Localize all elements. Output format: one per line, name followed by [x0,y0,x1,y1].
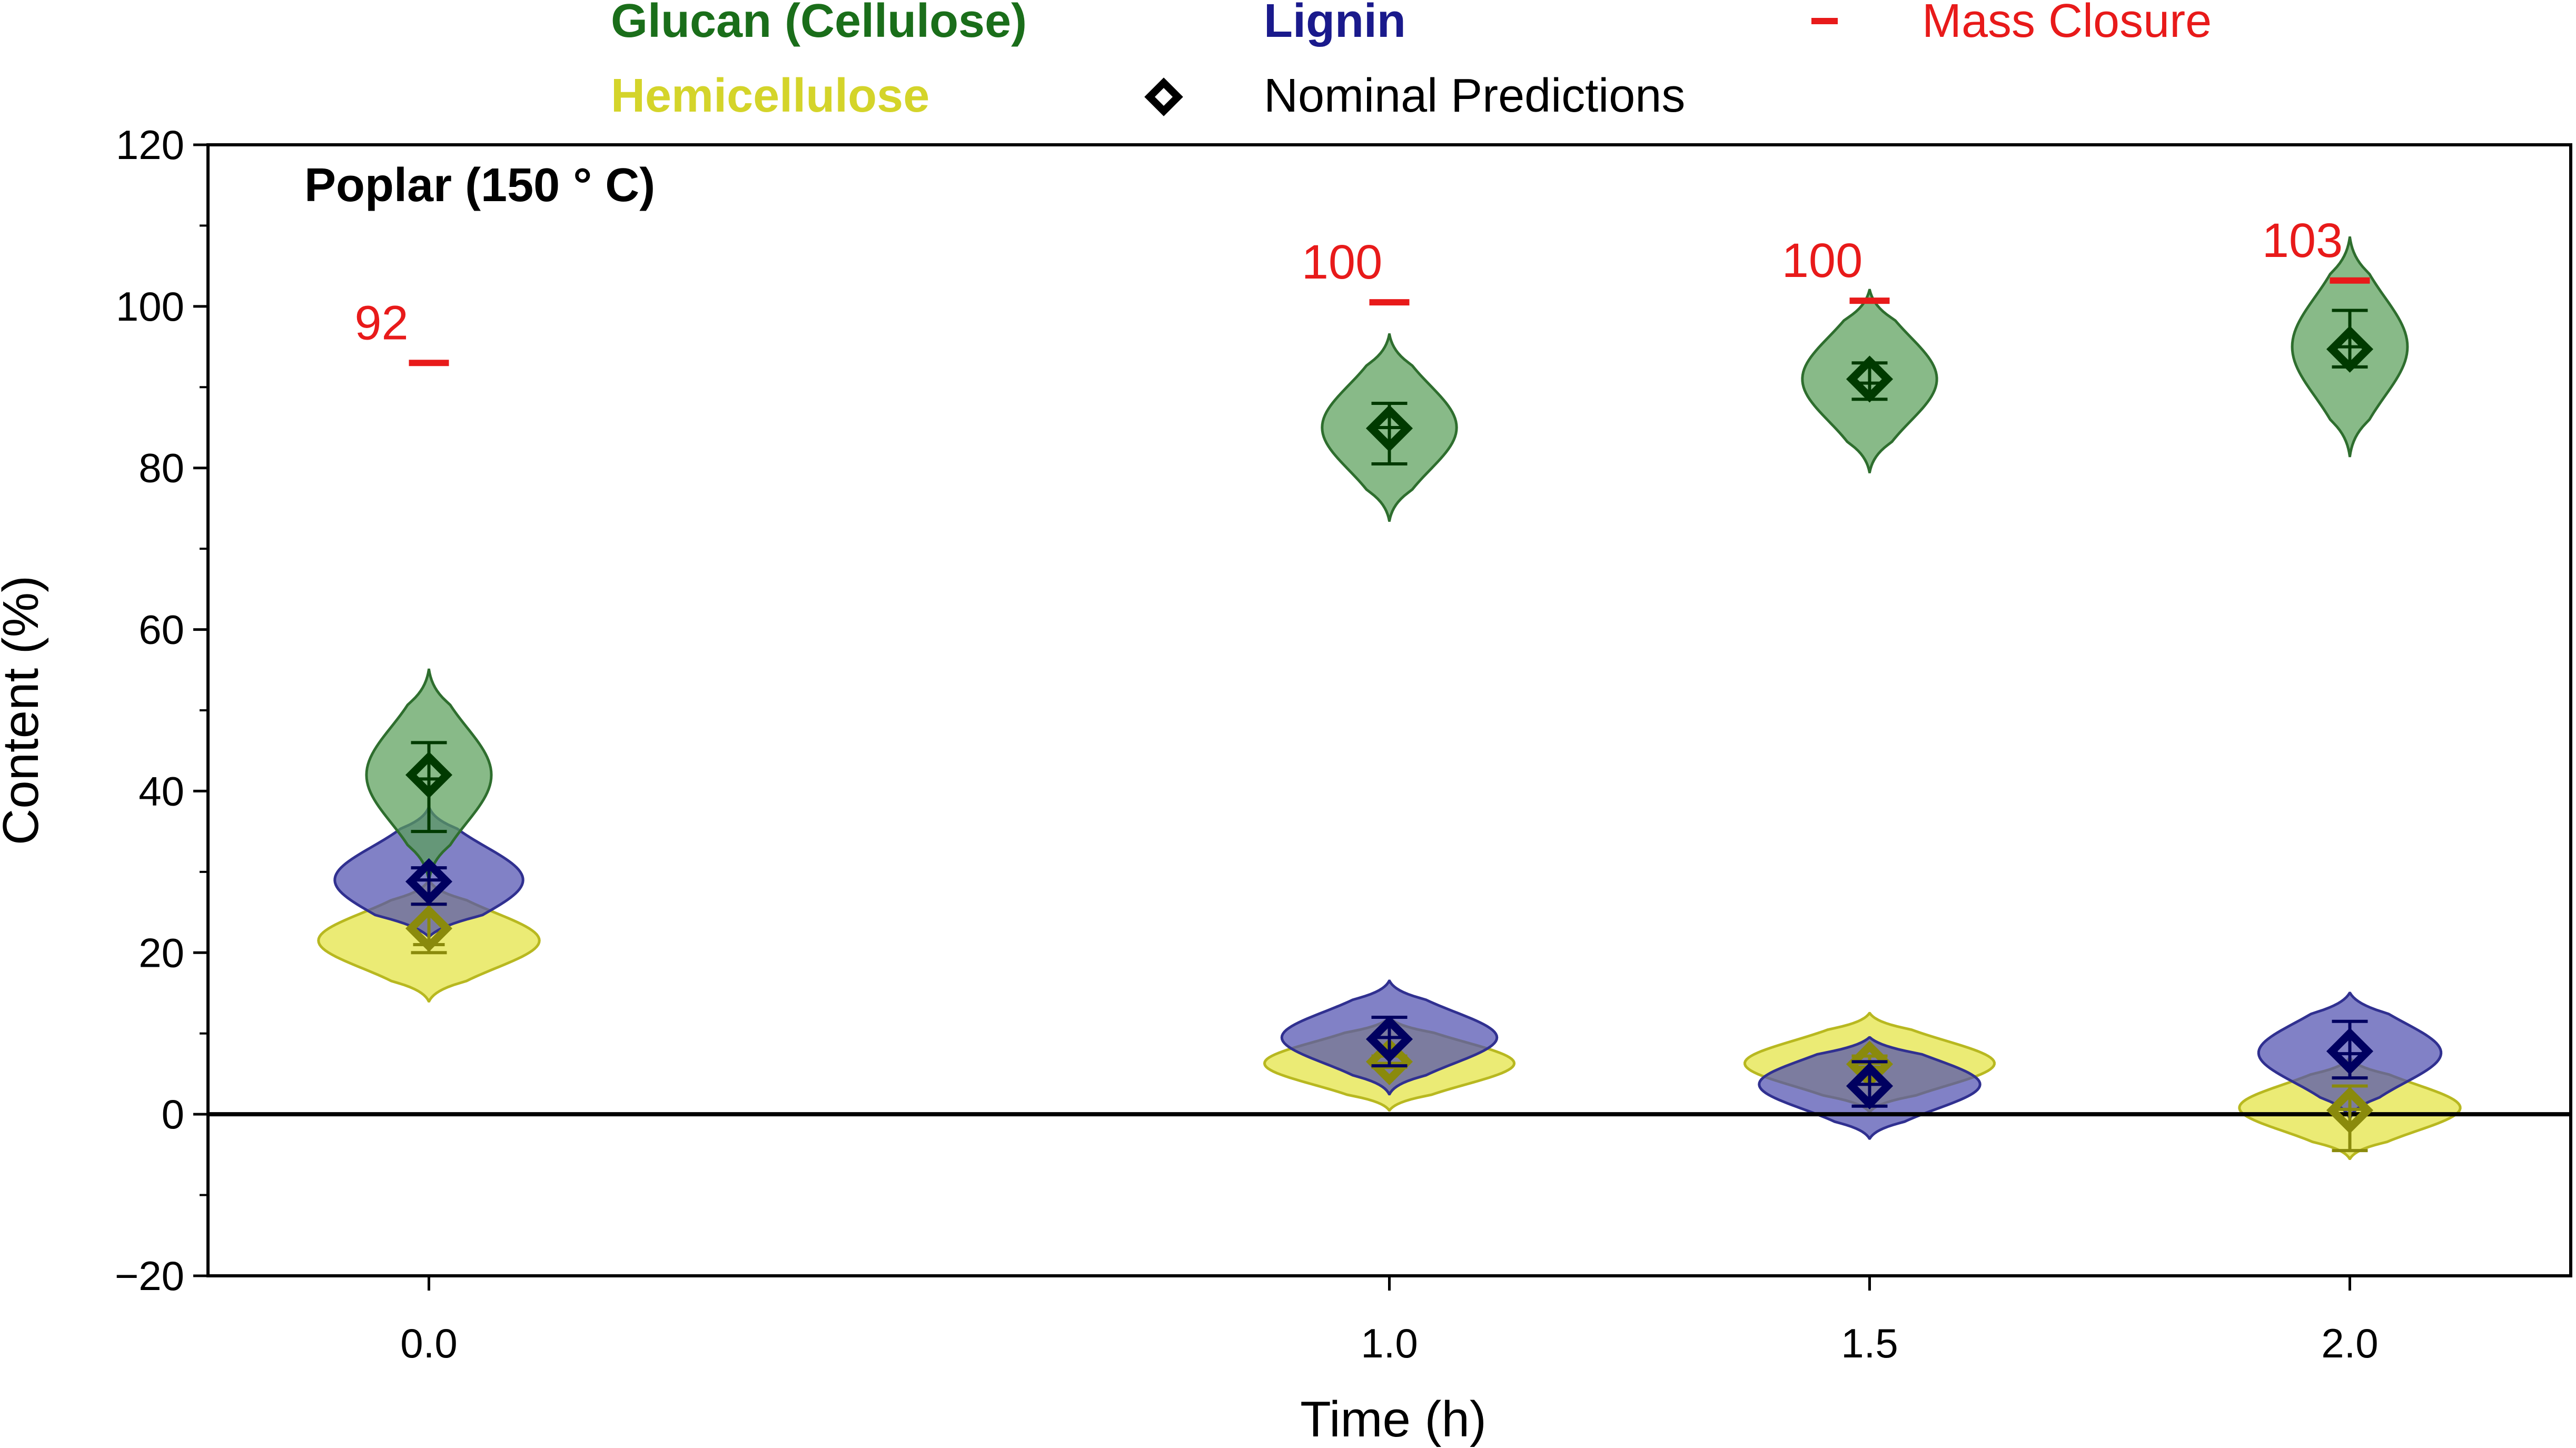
nominal-prediction-marker-lignin [1846,1062,1894,1109]
nominal-prediction-marker-glucan [1365,404,1413,452]
y-tick-label: 20 [138,929,184,976]
y-tick-label: 120 [116,122,184,168]
nominal-prediction-marker-hemicellulose [405,905,453,952]
markers-layer [405,309,2374,1153]
nominal-prediction-marker-glucan [2326,325,2374,373]
x-tick-label: 0.0 [400,1320,457,1366]
legend-label-lignin: Lignin [1264,0,1406,47]
nominal-prediction-marker-lignin [405,858,453,905]
legend-label-glucan: Glucan (Cellulose) [611,0,1027,47]
y-tick-label: 40 [138,768,184,814]
y-axis-title: Content (%) [0,576,49,845]
y-tick-label: 100 [116,283,184,330]
y-axis: −20 0 20 40 60 80 100 120 [115,122,208,1299]
y-tick-label: 80 [138,445,184,491]
y-tick-label: 0 [162,1091,184,1137]
nominal-prediction-marker-lignin [1365,1015,1413,1063]
mass-closure-label: 100 [1782,234,1863,287]
legend-nominal-diamond-icon [1144,77,1183,116]
legend: Glucan (Cellulose) Lignin Mass Closure H… [611,0,2212,122]
nominal-prediction-marker-glucan [405,751,453,799]
y-tick-label: 60 [138,607,184,653]
x-axis-title: Time (h) [1300,1391,1487,1447]
legend-label-hemicellulose: Hemicellulose [611,70,929,122]
legend-label-nominal-predictions: Nominal Predictions [1264,70,1685,122]
mass-closure-label: 103 [2262,214,2343,267]
mass-closure-label: 100 [1302,235,1383,289]
nominal-prediction-marker-hemicellulose [2326,1086,2374,1134]
nominal-prediction-marker-glucan [1846,355,1894,403]
x-tick-label: 2.0 [2321,1320,2378,1366]
legend-label-mass-closure: Mass Closure [1922,0,2212,47]
x-axis: 0.0 1.0 1.5 2.0 [400,1276,2379,1366]
x-tick-label: 1.0 [1361,1320,1418,1366]
mass-closure-label: 92 [354,296,408,350]
panel-title: Poplar (150 ° C) [304,159,655,212]
mass-closure-layer: 92 100 100 103 [354,214,2370,366]
nominal-prediction-marker-lignin [2326,1027,2374,1075]
x-tick-label: 1.5 [1841,1320,1898,1366]
y-tick-label: −20 [115,1253,184,1299]
